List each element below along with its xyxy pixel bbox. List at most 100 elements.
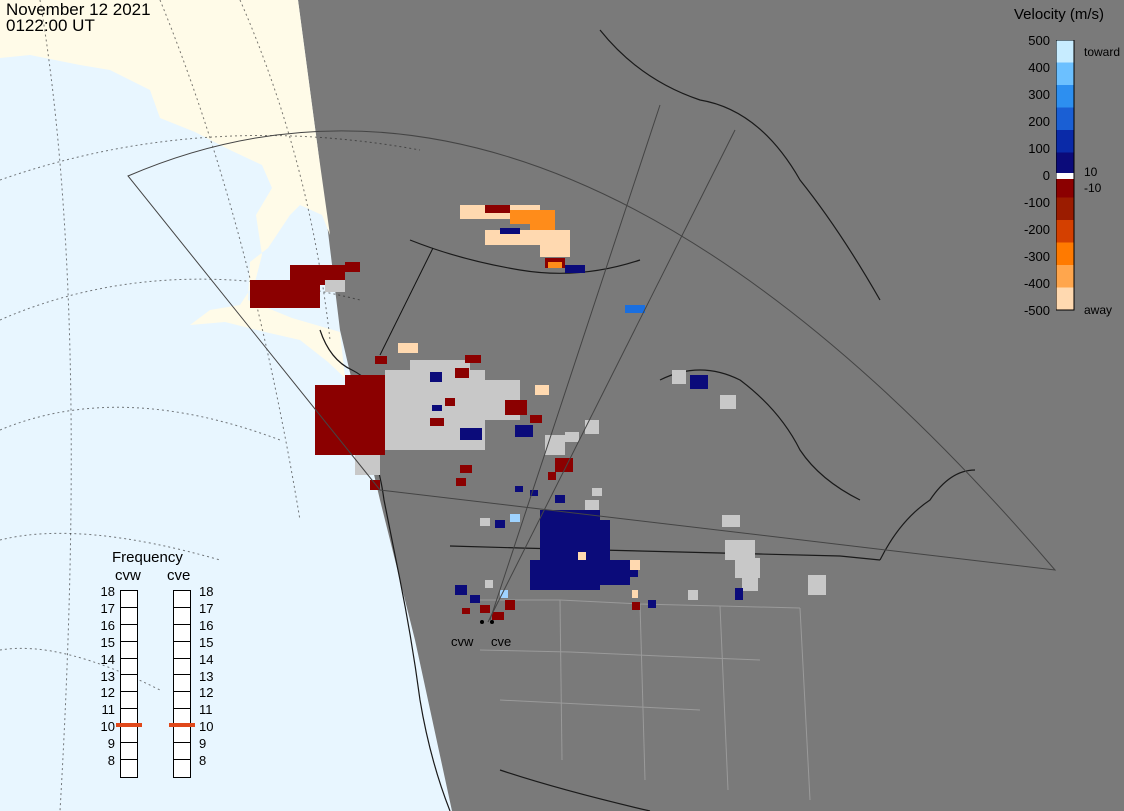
scatter-cell [355,455,380,475]
colorbar-segment [1056,152,1074,176]
colorbar-segment [1056,220,1074,243]
fov-beam-line [489,104,661,621]
colorbar-tick-label: -500 [1023,303,1050,318]
frequency-level-label-right: 15 [199,634,214,650]
frequency-cell [121,726,137,744]
station-cve-header: cve [167,567,191,584]
colorbar-tick-label: 400 [1028,60,1050,75]
station-cvw-marker [480,620,484,624]
colorbar-title: Velocity (m/s) [1014,6,1105,23]
scatter-cell [325,280,345,292]
frequency-level-label-left: 13 [100,668,115,684]
frequency-cell [174,743,190,760]
scatter-cell [742,575,758,591]
graticule-line [0,278,361,321]
scatter-cell [445,398,455,406]
radar-scatter [250,205,826,620]
scatter-cell [648,600,656,608]
scatter-cell [500,590,508,598]
graticule-line [39,0,72,811]
colorbar-inner-label-neg: -10 [1084,181,1102,195]
frequency-cell [121,608,137,625]
night-region [298,0,1124,811]
colorbar-segment [1056,242,1074,266]
frequency-cell [174,726,190,744]
scatter-cell [370,480,380,490]
scatter-cell [460,428,482,440]
scatter-cell [485,230,570,245]
frequency-cell [174,692,190,710]
coastline [599,29,881,301]
colorbar-tick-label: -100 [1023,195,1050,210]
scatter-cell [432,405,442,411]
scatter-cell [630,560,640,570]
scatter-cell [725,540,755,560]
scatter-cell [548,262,562,268]
scatter-cell [510,514,520,522]
scatter-cell [585,500,599,510]
frequency-level-label-left: 14 [100,651,115,667]
scatter-cell [515,425,533,437]
colorbar-segment [1056,130,1074,153]
fov-beam-line [379,247,434,356]
frequency-level-label-right: 17 [199,600,214,616]
frequency-column-cve [173,590,191,778]
scatter-cell [688,590,698,600]
scatter-cell [375,356,387,364]
colorbar-toward-label: toward [1084,45,1121,59]
frequency-cell [174,659,190,676]
graticule-line [239,0,331,341]
coastline [449,545,881,561]
frequency-level-label-right: 10 [199,719,214,735]
colorbar-tick-label: 200 [1028,114,1050,129]
graticule-line [0,406,281,441]
frequency-cell [121,743,137,760]
time-label: 0122:00 UT [6,16,95,35]
frequency-level-label-left: 10 [100,719,115,735]
scatter-cell [530,490,538,496]
frequency-cell [174,591,190,608]
frequency-cell [121,625,137,642]
scatter-cell [672,370,686,384]
frequency-column-cvw [120,590,138,778]
fov-outline-combined [127,130,1057,571]
scatter-cell [530,560,560,590]
station-cve-marker [490,620,494,624]
fov-beam-line [487,129,736,623]
frequency-cell [174,675,190,693]
scatter-cell [600,560,630,585]
scatter-cell [632,590,638,598]
frequency-level-label-left: 8 [107,753,115,768]
state-border [479,649,761,661]
frequency-level-label-left: 12 [100,685,115,701]
coastline [879,469,976,561]
colorbar-tick-label: 500 [1028,33,1050,48]
colorbar-tick-label: 0 [1042,168,1050,183]
state-border [559,599,563,761]
colorbar-segment [1056,197,1074,221]
colorbar-tick-label: -300 [1023,249,1050,264]
frequency-level-label-left: 9 [107,736,115,752]
station-label-cvw: cvw [451,634,474,649]
frequency-marker-cvw [116,723,142,728]
scatter-cell [565,432,579,442]
scatter-cell [505,400,527,415]
coastline [659,369,861,501]
scatter-cell [460,465,472,473]
frequency-level-label-right: 11 [199,702,213,718]
frequency-cell [121,591,137,608]
frequency-level-label-left: 17 [100,600,115,616]
scatter-cell [625,305,645,313]
colorbar-tick-label: -200 [1023,222,1050,237]
scatter-cell [565,265,585,273]
scatter-cell [628,565,638,577]
scatter-cell [722,515,740,527]
colorbar-tick-label: -400 [1023,276,1050,291]
frequency-level-label-left: 11 [101,702,116,718]
scatter-cell [540,245,570,257]
scatter-cell [456,478,466,486]
colorbar-segment [1056,287,1074,311]
colorbar-zero-band [1056,173,1074,179]
scatter-cell [495,520,505,528]
